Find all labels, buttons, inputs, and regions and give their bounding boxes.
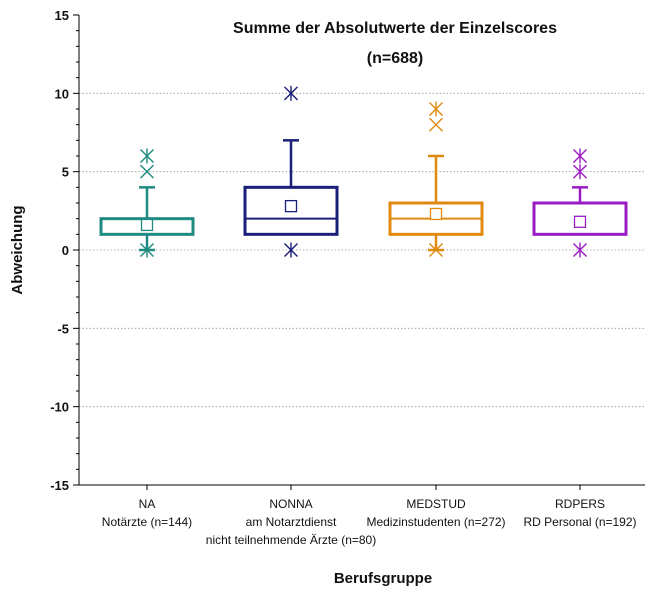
outlier-star-marker [429, 101, 443, 117]
category-label-line: am Notarztdienst [246, 515, 337, 529]
category-label-line: NA [139, 497, 156, 511]
category-label-line: nicht teilnehmende Ärzte (n=80) [206, 533, 376, 547]
outlier-x-marker [429, 243, 443, 257]
category-label-line: Notärzte (n=144) [102, 515, 192, 529]
chart-subtitle: (n=688) [367, 50, 423, 67]
gridlines [79, 92, 645, 408]
outlier-star-marker [573, 148, 587, 164]
mean-marker [429, 207, 443, 221]
mean-marker [573, 215, 587, 228]
box-group-nonna [243, 85, 339, 258]
chart-title: Summe der Absolutwerte der Einzelscores [233, 20, 557, 37]
outlier-star-marker [284, 85, 298, 101]
mean-marker [284, 199, 298, 213]
category-label-line: Medizinstudenten (n=272) [366, 515, 505, 529]
mean-marker [140, 218, 154, 232]
category-label-line: RD Personal (n=192) [523, 515, 636, 529]
outlier-x-marker [140, 164, 154, 179]
box-group-rdpers [532, 148, 628, 258]
outlier-star-marker [140, 242, 154, 258]
y-axis-label: Abweichung [9, 205, 26, 294]
y-tick-label: -5 [57, 321, 69, 336]
box-group-medstud [388, 101, 484, 257]
y-tick-label: 10 [55, 86, 69, 101]
outlier-star-marker [140, 148, 154, 164]
category-label-line: MEDSTUD [406, 497, 466, 511]
y-axis-ticks: -15 -10 -5 0 5 10 15 [50, 8, 79, 493]
outlier-star-marker [573, 242, 587, 258]
box-group-na [99, 148, 195, 258]
y-tick-label: 0 [62, 243, 69, 258]
y-tick-label: 15 [55, 8, 69, 23]
outlier-star-marker [573, 164, 587, 180]
category-label-line: NONNA [269, 497, 312, 511]
y-tick-label: 5 [62, 165, 69, 180]
iqr-box [243, 185, 339, 236]
category-labels: NA Notärzte (n=144) NONNA am Notarztdienst n… [102, 485, 637, 547]
y-tick-label: -15 [50, 478, 69, 493]
outlier-star-marker [284, 242, 298, 258]
boxes [99, 85, 628, 258]
category-label-line: RDPERS [555, 497, 605, 511]
y-tick-label: -10 [50, 400, 69, 415]
x-axis-label: Berufsgruppe [334, 570, 432, 587]
outlier-x-marker [429, 117, 443, 132]
